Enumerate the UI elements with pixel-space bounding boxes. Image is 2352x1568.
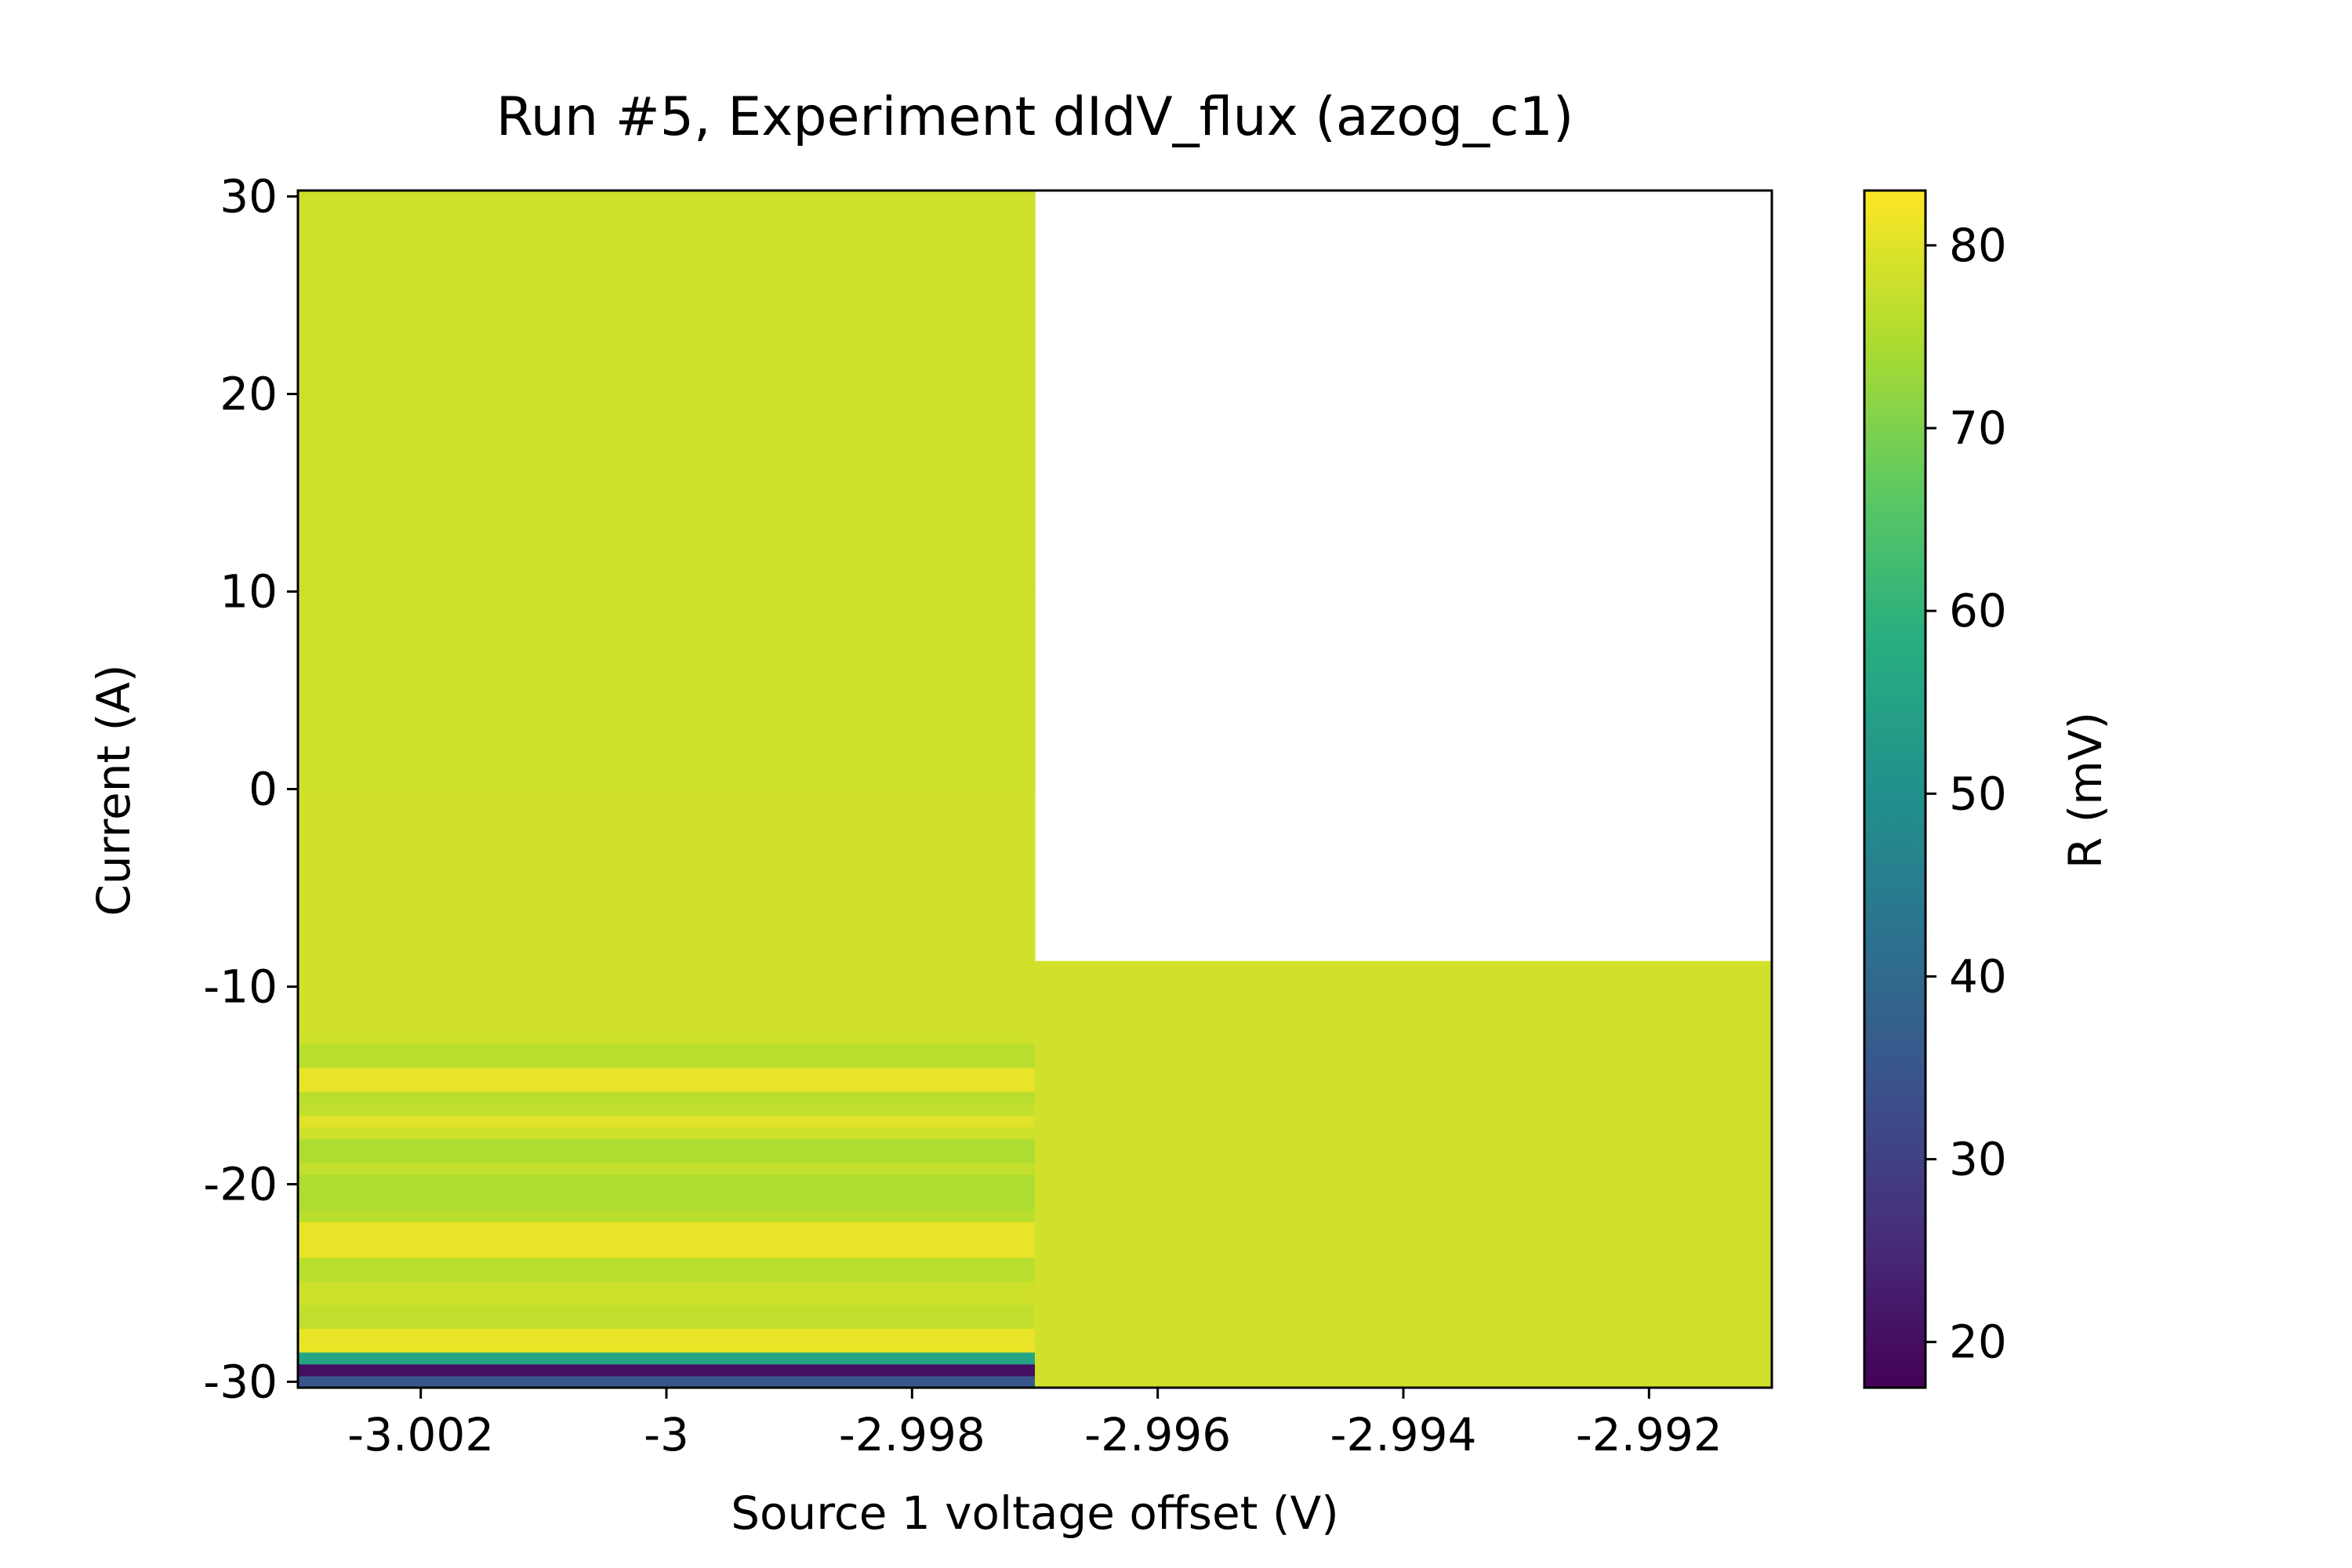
colorbar-tick-label: 70 [1949,401,2007,455]
colorbar-label: R (mV) [2059,712,2112,869]
colorbar-tick-label: 50 [1949,767,2007,820]
x-tick-label: -2.994 [1330,1408,1477,1461]
heatmap-cell-c0-r19 [298,984,1036,1033]
y-tick-label: -10 [203,960,278,1013]
heatmap-cell-c0-r14 [298,1103,1036,1116]
colorbar-tick-label: 30 [1949,1133,2007,1186]
y-tick-label: 0 [249,763,278,816]
heatmap-cell-c0-r12 [298,1127,1036,1140]
heatmap-cell-c1-r0 [1035,960,1773,1388]
heatmap-cell-c0-r8 [298,1210,1036,1222]
heatmap-cell-c0-r20 [298,789,1036,985]
plot-area: -3.002 -3 -2.998 -2.996 -2.994 -2.992 30 20 10 0 -… [203,170,1773,1461]
heatmap-cell-c0-r23 [298,191,1036,395]
colorbar: 80 70 60 50 40 30 20 [1863,189,2007,1389]
heatmap-cell-c0-r15 [298,1091,1036,1104]
heatmap-cell-c0-r16 [298,1067,1036,1092]
x-axis-label: Source 1 voltage offset (V) [731,1486,1339,1540]
y-tick-label: 20 [220,368,278,421]
y-tick-label: -20 [203,1157,278,1210]
heatmap-cell-c0-r9 [298,1174,1036,1210]
x-tick-label: -2.998 [839,1408,985,1461]
heatmap-cell-c0-r10 [298,1162,1036,1175]
heatmap-cell-c0-r18 [298,1032,1036,1045]
colorbar-tick-label: 80 [1949,219,2007,272]
x-tick-label: -3 [644,1408,689,1461]
heatmap-cell-c0-r1 [298,1363,1036,1377]
y-tick-label: -30 [203,1355,278,1408]
y-tick-label: 10 [220,565,278,619]
colorbar-tick-label: 20 [1949,1316,2007,1369]
heatmap-cell-c0-r6 [298,1257,1036,1282]
colorbar-gradient [1864,191,1926,1388]
x-tick-label: -2.996 [1084,1408,1231,1461]
heatmap-cell-c0-r11 [298,1138,1036,1163]
heatmap-cell-c0-r5 [298,1280,1036,1305]
heatmap-cell-c0-r22 [298,394,1036,593]
chart-title: Run #5, Experiment dIdV_flux (azog_c1) [496,86,1574,148]
heatmap-cell-c0-r21 [298,591,1036,790]
x-tick-label: -3.002 [347,1408,494,1461]
y-tick-label: 30 [220,170,278,223]
heatmap-cell-c0-r3 [298,1328,1036,1353]
x-tick-label: -2.992 [1576,1408,1722,1461]
heatmap-cell-c0-r17 [298,1044,1036,1069]
heatmap-cell-c0-r0 [298,1375,1036,1388]
heatmap-cell-c0-r4 [298,1305,1036,1330]
heatmap-cell-c0-r7 [298,1221,1036,1258]
heatmap-cell-c0-r13 [298,1115,1036,1127]
heatmap-cell-c0-r2 [298,1352,1036,1365]
colorbar-frame [1863,189,1927,1389]
colorbar-tick-label: 40 [1949,949,2007,1003]
colorbar-tick-label: 60 [1949,584,2007,637]
y-axis-label: Current (A) [87,664,140,916]
